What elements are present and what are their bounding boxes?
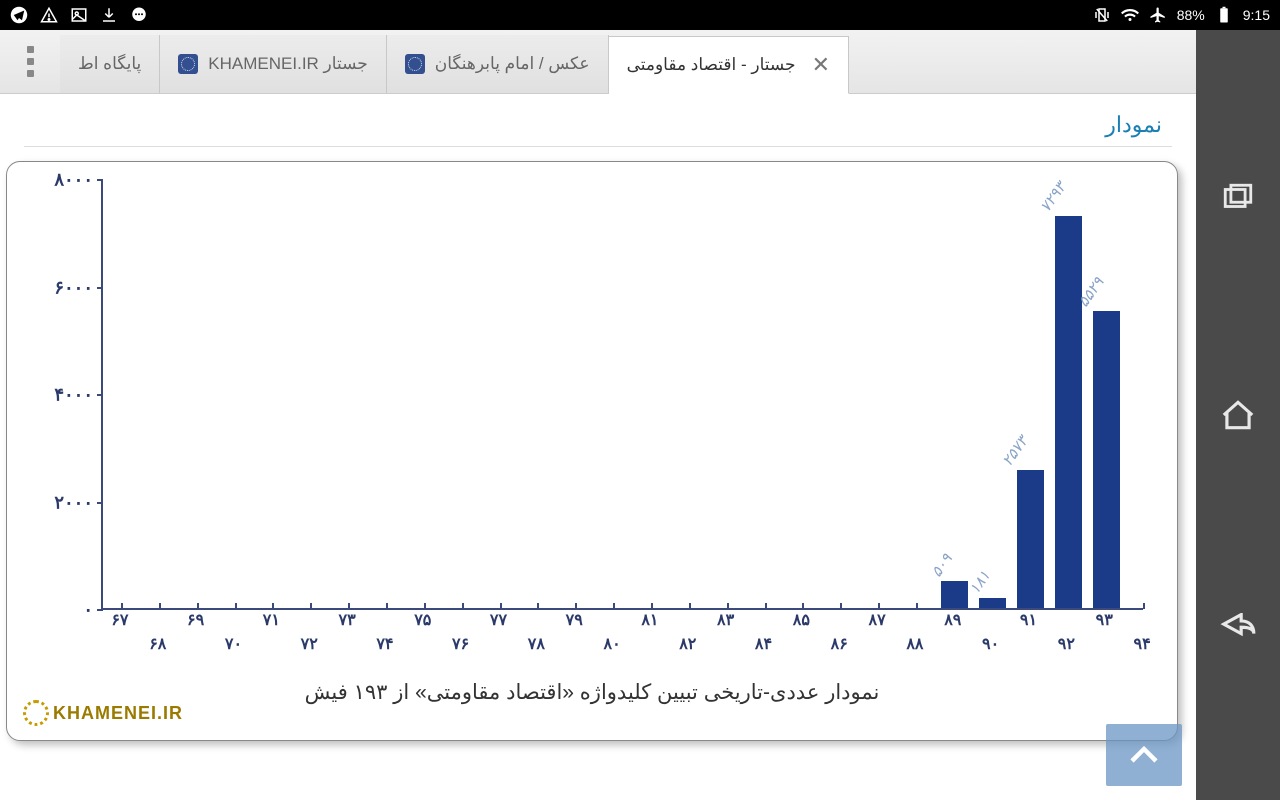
y-tick-label: ۲۰۰۰ — [33, 492, 93, 513]
chart-plot-area: ۰۲۰۰۰۴۰۰۰۶۰۰۰۸۰۰۰۵۰۹۱۸۱۲۵۷۳۷۲۹۳۵۵۲۹ — [101, 180, 1143, 610]
x-tick-label: ۹۴ — [1133, 634, 1150, 654]
battery-icon — [1215, 6, 1233, 24]
x-tick-label: ۸۰ — [603, 634, 620, 654]
x-tick-label: ۸۲ — [679, 634, 696, 654]
telegram-icon — [10, 6, 28, 24]
x-tick-label: ۷۲ — [301, 634, 318, 654]
status-left-icons — [10, 6, 148, 24]
tab-label: پایگاه اط — [78, 54, 141, 74]
chart-bar: ۱۸۱ — [979, 598, 1006, 608]
x-tick-label: ۷۸ — [528, 634, 545, 654]
x-tick-label: ۷۳ — [338, 610, 355, 630]
scroll-top-button[interactable] — [1106, 724, 1182, 786]
x-tick-label: ۷۴ — [376, 634, 393, 654]
x-tick-label: ۷۵ — [414, 610, 431, 630]
status-right-icons: 88% 9:15 — [1093, 6, 1270, 24]
tab-item-active[interactable]: جستار - اقتصاد مقاومتی ✕ — [609, 36, 849, 94]
x-tick-label: ۷۷ — [490, 610, 507, 630]
chart-bar: ۵۵۲۹ — [1093, 311, 1120, 608]
x-tick-label: ۹۲ — [1058, 634, 1075, 654]
vibrate-icon — [1093, 6, 1111, 24]
browser-tab-strip: پایگاه اط جستار KHAMENEI.IR عکس / امام پ… — [0, 30, 1280, 94]
tab-item[interactable]: عکس / امام پابرهنگان — [387, 35, 609, 93]
x-tick-label: ۷۹ — [566, 610, 583, 630]
tab-label: جستار - اقتصاد مقاومتی — [627, 55, 796, 75]
back-button[interactable] — [1216, 610, 1260, 654]
wifi-icon — [1121, 6, 1139, 24]
x-tick-label: ۸۵ — [793, 610, 810, 630]
x-tick-label: ۷۰ — [225, 634, 242, 654]
x-tick-label: ۶۷ — [111, 610, 128, 630]
tab-item[interactable]: جستار KHAMENEI.IR — [160, 35, 386, 93]
tab-close-icon[interactable]: ✕ — [812, 52, 830, 78]
chart-source-logo: KHAMENEI.IR — [23, 700, 183, 726]
chart-card: ۰۲۰۰۰۴۰۰۰۶۰۰۰۸۰۰۰۵۰۹۱۸۱۲۵۷۳۷۲۹۳۵۵۲۹ ۶۷۶۸… — [6, 161, 1178, 741]
x-tick-label: ۸۳ — [717, 610, 734, 630]
x-tick-label: ۷۶ — [452, 634, 469, 654]
page-content: نمودار ۰۲۰۰۰۴۰۰۰۶۰۰۰۸۰۰۰۵۰۹۱۸۱۲۵۷۳۷۲۹۳۵۵… — [0, 94, 1196, 800]
bar-value-label: ۵۰۹ — [927, 550, 956, 581]
x-tick-label: ۶۹ — [187, 610, 204, 630]
airplane-icon — [1149, 6, 1167, 24]
y-tick-label: ۶۰۰۰ — [33, 277, 93, 298]
image-icon — [70, 6, 88, 24]
tab-item[interactable]: پایگاه اط — [60, 35, 160, 93]
battery-percent: 88% — [1177, 7, 1205, 23]
x-tick-label: ۹۱ — [1020, 610, 1037, 630]
x-tick-label: ۸۶ — [831, 634, 848, 654]
warning-icon — [40, 6, 58, 24]
favicon-icon — [178, 54, 198, 74]
chat-icon — [130, 6, 148, 24]
title-divider — [24, 146, 1172, 147]
bar-value-label: ۲۵۷۳ — [999, 432, 1033, 469]
gear-icon — [23, 700, 49, 726]
x-tick-label: ۸۷ — [868, 610, 885, 630]
browser-menu-button[interactable] — [0, 30, 60, 93]
y-tick-label: ۰ — [33, 600, 93, 621]
y-tick-label: ۴۰۰۰ — [33, 385, 93, 406]
x-tick-label: ۸۴ — [755, 634, 772, 654]
section-title: نمودار — [0, 94, 1196, 146]
tab-label: جستار KHAMENEI.IR — [208, 54, 367, 74]
favicon-icon — [405, 54, 425, 74]
x-tick-label: ۹۰ — [982, 634, 999, 654]
tab-label: عکس / امام پابرهنگان — [435, 54, 590, 74]
android-status-bar: 88% 9:15 — [0, 0, 1280, 30]
chart-bar: ۵۰۹ — [941, 581, 968, 608]
bar-value-label: ۷۲۹۳ — [1037, 179, 1071, 216]
x-tick-label: ۸۹ — [944, 610, 961, 630]
home-button[interactable] — [1216, 393, 1260, 437]
download-icon — [100, 6, 118, 24]
x-tick-label: ۹۳ — [1096, 610, 1113, 630]
chart-caption: نمودار عددی-تاریخی تبیین کلیدواژه «اقتصا… — [31, 680, 1153, 705]
android-nav-bar — [1196, 30, 1280, 800]
x-tick-label: ۸۱ — [641, 610, 658, 630]
recents-button[interactable] — [1216, 176, 1260, 220]
x-tick-label: ۷۱ — [263, 610, 280, 630]
chart-bar: ۷۲۹۳ — [1055, 216, 1082, 608]
clock: 9:15 — [1243, 7, 1270, 23]
chart-bar: ۲۵۷۳ — [1017, 470, 1044, 608]
y-tick-label: ۸۰۰۰ — [33, 170, 93, 191]
logo-text: KHAMENEI.IR — [53, 703, 183, 724]
x-tick-label: ۸۸ — [906, 634, 923, 654]
chart-x-axis: ۶۷ ۶۸ ۶۹ ۷۰ ۷۱ ۷۲ ۷۳ ۷۴ ۷۵ ۷۶ ۷۷ ۷۸ ۷۹ ۸۰ ۸۱ ۸۲ ۸۳ ۸۴ ۸۵ ۸۶… — [101, 610, 1143, 664]
bar-value-label: ۱۸۱ — [965, 568, 994, 599]
x-tick-label: ۶۸ — [149, 634, 166, 654]
tabs-container: پایگاه اط جستار KHAMENEI.IR عکس / امام پ… — [60, 30, 1220, 93]
